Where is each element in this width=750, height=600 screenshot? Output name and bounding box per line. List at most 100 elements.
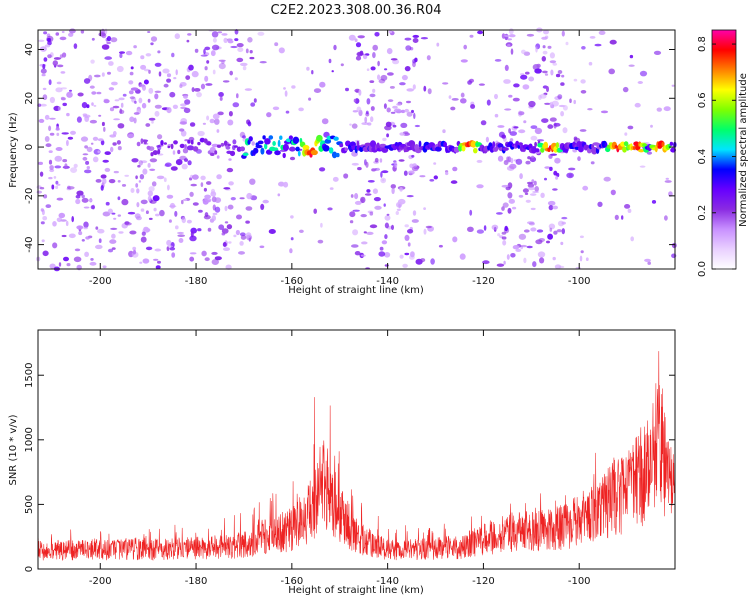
spectrogram-cell-1404	[220, 142, 225, 147]
spectrogram-cell-1068	[420, 258, 426, 263]
spectrogram-cell-269	[555, 176, 559, 180]
spectrogram-cell-1036	[119, 51, 125, 54]
spectrogram-cell-264	[111, 81, 118, 86]
spectrogram-cell-715	[183, 198, 188, 202]
spectrogram-cell-300	[180, 103, 187, 107]
spectrogram-cell-463	[365, 161, 369, 168]
spectrogram-cell-1146	[282, 143, 289, 152]
spectrogram-cell-1141	[274, 150, 281, 156]
spectrogram-cell-16	[392, 59, 400, 65]
spectrogram-cell-1407	[229, 150, 236, 157]
spectrogram-cell-752	[266, 112, 272, 118]
spectrogram-cell-442	[351, 123, 358, 129]
spectrogram-cell-1048	[530, 135, 538, 141]
spectrogram-cell-130	[172, 104, 178, 110]
colorbar-label: Normalized spectral amplitude	[738, 73, 749, 227]
spectrogram-cell-1179	[339, 143, 344, 148]
spectrogram-cell-776	[186, 219, 192, 224]
spectrogram-cell-571	[387, 99, 394, 102]
spectrogram-cell-285	[112, 105, 120, 109]
spectrogram-cell-834	[230, 197, 236, 201]
spectrogram-cell-128	[86, 104, 90, 109]
spectrogram-cell-1067	[142, 258, 150, 264]
spectrogram-cell-558	[561, 228, 565, 235]
spectrogram-cell-749	[204, 75, 209, 82]
spectrogram-cell-405	[247, 121, 252, 127]
spectrogram-cell-814	[573, 99, 576, 105]
spectrogram-cell-1103	[313, 208, 318, 214]
spectrogram-cell-1128	[253, 147, 259, 154]
spectrogram-cell-748	[102, 265, 107, 269]
spectrogram-cell-533	[548, 223, 556, 230]
spectrogram-cell-1010	[349, 220, 354, 224]
spectrogram-cell-52	[200, 182, 204, 188]
spectrogram-cell-512	[239, 197, 245, 200]
spectrogram-x-axis-label: Height of straight line (km)	[288, 285, 424, 296]
spectrogram-cell-304	[174, 33, 180, 40]
spectrogram-cell-725	[350, 194, 354, 198]
spectrogram-cell-887	[469, 34, 474, 38]
spectrogram-cell-802	[49, 165, 54, 170]
spectrogram-cell-505	[290, 215, 294, 219]
spectrogram-x-ticks: -200 -180 -160 -140 -120 -100	[89, 30, 591, 287]
spectrogram-cell-160	[223, 37, 228, 44]
snr-x-tick-label: -160	[280, 576, 303, 587]
spectrogram-cell-692	[535, 239, 543, 245]
spectrogram-y-tick-label: 40	[24, 43, 35, 56]
spectrogram-cell-451	[106, 41, 111, 45]
spectrogram-cell-1392	[179, 143, 185, 149]
spectrogram-cell-1000	[184, 158, 188, 162]
spectrogram-cell-711	[121, 198, 129, 206]
spectrogram-cell-1154	[297, 150, 301, 157]
spectrogram-cell-375	[560, 111, 564, 117]
spectrogram-cell-113	[53, 57, 62, 60]
spectrogram-cell-347	[510, 157, 514, 164]
spectrogram-cell-473	[379, 246, 384, 251]
spectrogram-cell-649	[384, 215, 391, 221]
spectrogram-cell-1117	[510, 253, 516, 258]
spectrogram-cell-1131	[257, 140, 264, 145]
spectrogram-cell-440	[506, 254, 510, 260]
spectrogram-cell-762	[251, 141, 255, 146]
spectrogram-cell-480	[43, 194, 48, 199]
spectrogram-cell-178	[319, 167, 326, 172]
spectrogram-cell-544	[107, 208, 113, 215]
spectrogram-cell-680	[372, 52, 376, 59]
spectrogram-cell-1379	[136, 141, 141, 147]
spectrogram-cell-597	[507, 43, 511, 48]
spectrogram-cell-1075	[504, 34, 511, 38]
spectrogram-cell-977	[97, 150, 100, 154]
spectrogram-y-tick-label: -40	[24, 236, 35, 252]
spectrogram-cell-110	[171, 52, 175, 58]
spectrogram-x-tick-label: -180	[185, 276, 208, 287]
spectrogram-cell-433	[109, 107, 115, 112]
spectrogram-cell-384	[70, 167, 78, 174]
spectrogram-cell-1389	[170, 143, 174, 150]
spectrogram-cell-1007	[260, 203, 265, 210]
spectrogram-cell-808	[134, 100, 137, 104]
spectrogram-cell-1024	[498, 131, 505, 138]
spectrogram-cell-284	[671, 84, 675, 87]
spectrogram-cell-95	[169, 91, 176, 98]
spectrogram-cell-886	[540, 192, 545, 198]
spectrogram-cell-468	[542, 45, 546, 49]
spectrogram-cell-738	[531, 155, 535, 159]
spectrogram-cell-866	[170, 166, 178, 171]
spectrogram-cell-1308	[555, 142, 560, 149]
spectrogram-cell-462	[409, 163, 414, 169]
spectrogram-cell-36	[374, 32, 380, 37]
spectrogram-cell-921	[216, 174, 222, 180]
spectrogram-cell-547	[204, 212, 209, 218]
spectrogram-cell-1088	[410, 251, 415, 258]
spectrogram-cell-1145	[282, 152, 286, 159]
spectrogram-cell-569	[257, 31, 265, 36]
snr-x-tick-label: -120	[472, 576, 495, 587]
spectrogram-cell-817	[64, 163, 68, 170]
spectrogram-cell-198	[66, 91, 73, 98]
spectrogram-cell-1076	[189, 256, 195, 262]
spectrogram-cell-278	[486, 99, 491, 106]
spectrogram-cell-841	[67, 186, 75, 190]
colorbar-gradient	[712, 30, 736, 269]
spectrogram-cell-214	[39, 46, 47, 52]
spectrogram-cell-74	[459, 253, 466, 260]
